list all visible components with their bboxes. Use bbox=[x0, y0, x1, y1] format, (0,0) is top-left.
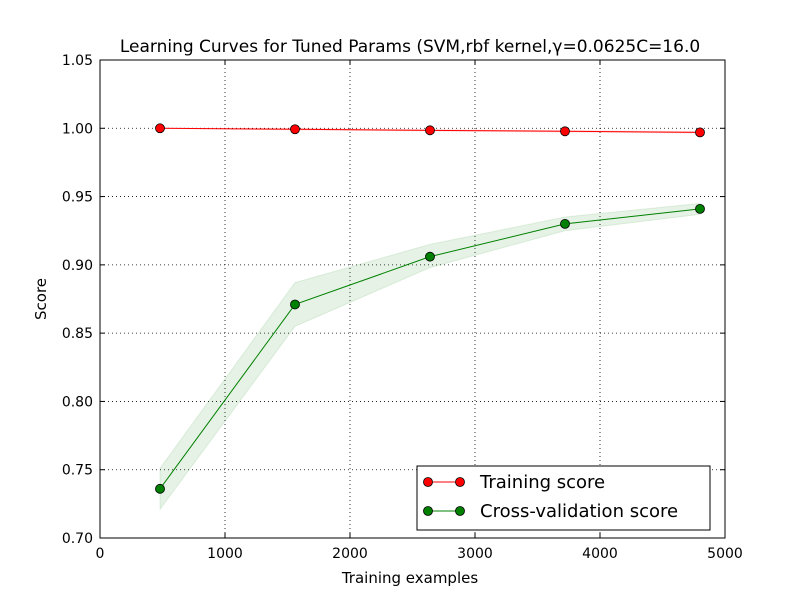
training-point bbox=[290, 124, 300, 135]
cross-validation-band bbox=[159, 202, 701, 511]
y-tick-label: 0.85 bbox=[62, 326, 93, 342]
cross-validation-point bbox=[290, 299, 300, 310]
training-point bbox=[695, 127, 705, 138]
cross-validation-point bbox=[425, 251, 435, 262]
plot-frame bbox=[99, 59, 726, 539]
legend: Training score Cross-validation score bbox=[416, 465, 711, 531]
cross-validation-point bbox=[155, 483, 165, 494]
training-point bbox=[560, 126, 570, 137]
y-tick-label: 0.80 bbox=[62, 394, 93, 410]
cross-validation-legend-marker bbox=[455, 506, 465, 516]
axis-ticks: 0 1000 2000 3000 4000 5000 0.70 0.75 0.80 0.85 0.9… bbox=[62, 53, 743, 562]
x-tick-label: 5000 bbox=[707, 546, 743, 562]
cross-validation-point bbox=[695, 203, 705, 214]
training-legend-marker bbox=[455, 477, 465, 487]
training-point bbox=[155, 123, 165, 134]
confidence-bands bbox=[159, 127, 701, 511]
legend-box bbox=[416, 465, 711, 531]
x-tick-label: 4000 bbox=[582, 546, 618, 562]
x-tick-label: 1000 bbox=[207, 546, 243, 562]
y-tick-label: 0.95 bbox=[62, 190, 93, 206]
y-tick-label: 0.75 bbox=[62, 463, 93, 479]
cross-validation-legend-label: Cross-validation score bbox=[480, 501, 678, 522]
y-tick-label: 0.90 bbox=[62, 258, 93, 274]
y-tick-label: 0.70 bbox=[62, 531, 93, 547]
cross-validation-legend-marker bbox=[423, 506, 433, 516]
x-tick-label: 2000 bbox=[332, 546, 368, 562]
training-point bbox=[425, 125, 435, 136]
y-tick-label: 1.05 bbox=[62, 53, 93, 69]
y-tick-label: 1.00 bbox=[62, 121, 93, 137]
x-axis-label: Training examples bbox=[341, 569, 479, 587]
y-axis-label: Score bbox=[32, 278, 50, 320]
x-tick-label: 3000 bbox=[457, 546, 493, 562]
cross-validation-point bbox=[560, 218, 570, 229]
series-lines bbox=[155, 123, 705, 494]
training-legend-marker bbox=[423, 477, 433, 487]
training-legend-label: Training score bbox=[479, 472, 605, 493]
x-tick-label: 0 bbox=[96, 546, 105, 562]
chart-title: Learning Curves for Tuned Params (SVM,rb… bbox=[120, 37, 700, 57]
